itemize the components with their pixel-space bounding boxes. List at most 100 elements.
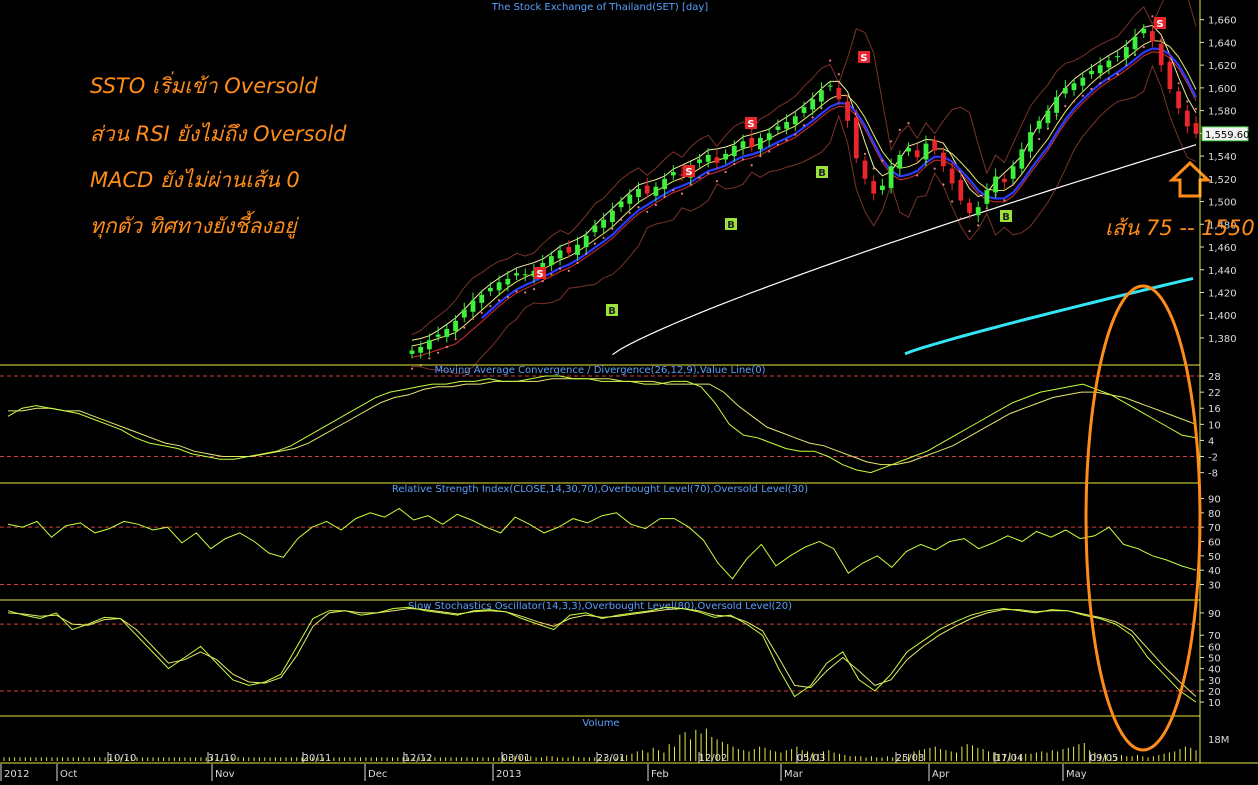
- candle-body: [1028, 132, 1033, 152]
- sar-dot: [1116, 73, 1119, 76]
- candle-body: [444, 328, 450, 337]
- price-tick-label: 1,620: [1208, 61, 1237, 72]
- candle-body: [610, 210, 615, 222]
- price-tick-label: 1,520: [1208, 175, 1237, 186]
- buy-signal-label: B: [727, 220, 735, 231]
- sar-dot: [829, 59, 832, 62]
- candle-body: [453, 320, 458, 332]
- candle-body: [888, 166, 894, 188]
- sar-dot: [672, 189, 675, 192]
- date-tick-label: 23/01: [597, 753, 626, 764]
- month-tick-label: Feb: [651, 769, 669, 780]
- buy-signal-label: B: [608, 306, 616, 317]
- candle-body: [557, 250, 563, 259]
- ssto-title: Slow Stochastics Oscillator(14,3,3),Over…: [408, 601, 792, 612]
- rsi-tick-label: 80: [1208, 509, 1221, 520]
- highlight-ellipse: [1084, 284, 1202, 752]
- candle-body: [1193, 123, 1199, 134]
- last-price-tag: [1201, 126, 1249, 142]
- ma-75-line: [612, 144, 1197, 356]
- candle-body: [1019, 149, 1025, 169]
- sar-dot: [837, 73, 840, 76]
- candle-body: [705, 154, 711, 162]
- candle-body: [470, 300, 476, 312]
- sar-dot: [1194, 107, 1198, 110]
- sar-dot: [951, 200, 954, 203]
- candle-body: [958, 180, 964, 201]
- sar-dot: [437, 351, 440, 354]
- sell-signal-label: S: [536, 269, 543, 280]
- candle-body: [1036, 120, 1042, 129]
- candle-body: [749, 137, 755, 147]
- sar-dot: [454, 338, 457, 341]
- price-tick-label: 1,460: [1208, 243, 1237, 254]
- buy-signal-marker: [606, 304, 618, 316]
- rsi-tick-label: 90: [1208, 494, 1221, 505]
- sar-dot: [750, 164, 753, 167]
- sar-dot: [985, 207, 989, 210]
- candle-body: [1002, 178, 1007, 183]
- candle-body: [479, 294, 485, 303]
- sar-dot: [698, 176, 701, 179]
- candle-body: [549, 256, 554, 266]
- sar-dot: [811, 116, 814, 119]
- sar-dot: [680, 192, 684, 195]
- candle-body: [758, 137, 763, 150]
- price-tick-label: 1,400: [1208, 311, 1237, 322]
- sar-dot: [1151, 15, 1154, 18]
- candle-body: [1141, 28, 1147, 34]
- candle-body: [932, 140, 938, 151]
- candle-body: [566, 247, 572, 253]
- candle-body: [984, 190, 990, 204]
- sar-dot: [567, 269, 570, 272]
- candle-body: [967, 202, 972, 213]
- price-tick-label: 1,640: [1208, 38, 1237, 49]
- candle-body: [1062, 87, 1068, 94]
- sar-dot: [715, 180, 719, 183]
- candle-body: [461, 309, 467, 318]
- sar-dot: [759, 155, 762, 158]
- candle-body: [880, 185, 885, 191]
- sar-dot: [480, 311, 483, 314]
- macd-title: Moving Average Convergence / Divergence(…: [435, 365, 766, 376]
- candle-body: [540, 262, 546, 268]
- sar-dot: [532, 288, 536, 291]
- date-tick-label: 31/10: [208, 753, 237, 764]
- sar-dot: [463, 326, 466, 329]
- price-tick-label: 1,580: [1208, 107, 1237, 118]
- candle-body: [644, 185, 650, 194]
- candle-body: [1115, 56, 1120, 58]
- candle-body: [1158, 43, 1164, 66]
- candle-body: [653, 186, 659, 196]
- sell-signal-marker: [858, 51, 870, 63]
- price-tick-label: 1,440: [1208, 266, 1237, 277]
- sar-dot: [794, 133, 797, 136]
- ssto-tick-label: 50: [1208, 654, 1221, 665]
- sar-dot: [1038, 137, 1041, 141]
- sar-dot: [724, 170, 727, 174]
- sar-dot: [741, 158, 745, 161]
- sar-dot: [593, 242, 597, 245]
- buy-signal-marker: [816, 166, 828, 178]
- sar-dot: [559, 267, 562, 270]
- candle-body: [488, 287, 493, 292]
- candle-body: [731, 145, 737, 157]
- annotation-ssto: SSTO เริ่มเข้า Oversold: [90, 74, 318, 98]
- annotation-direction: ทุกตัว ทิศทางยังชี้ลงอยู่: [90, 214, 297, 238]
- candle-body: [949, 168, 955, 184]
- date-tick-label: 09/05: [1090, 753, 1119, 764]
- buy-signal-marker: [725, 218, 737, 230]
- candle-body: [845, 101, 850, 121]
- annotation-rsi: ส่วน RSI ยังไม่ถึง Oversold: [90, 122, 347, 146]
- candle-body: [792, 116, 798, 125]
- sar-dot: [646, 210, 649, 213]
- candle-body: [627, 194, 633, 204]
- candle-body: [583, 235, 589, 248]
- date-tick-label: 03/01: [502, 753, 531, 764]
- candle-body: [697, 159, 702, 163]
- ssto-k-line: [7, 606, 1197, 703]
- price-tick-label: 1,480: [1208, 220, 1237, 231]
- month-tick-label: Mar: [784, 769, 804, 780]
